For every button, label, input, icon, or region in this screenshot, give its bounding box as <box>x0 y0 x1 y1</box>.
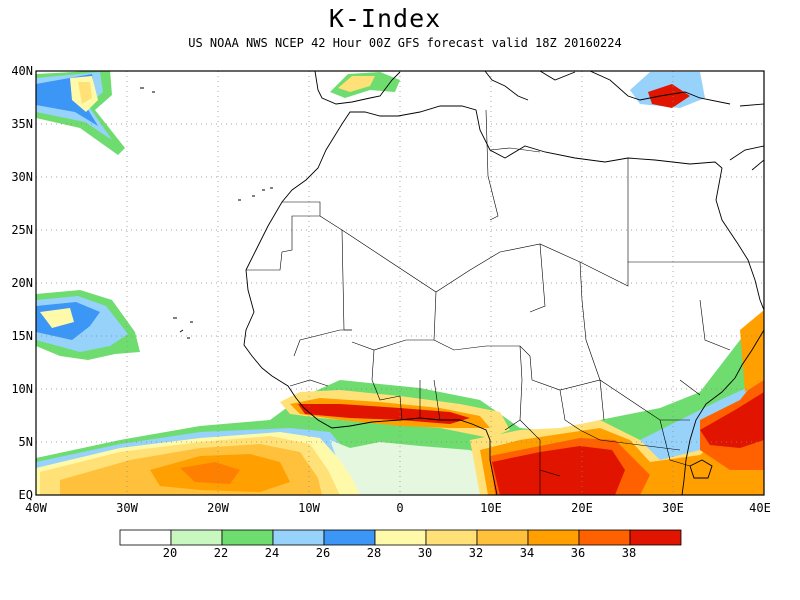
lat-label: 5N <box>19 435 33 449</box>
field-east-red <box>700 392 764 448</box>
lon-label: 40W <box>25 501 47 515</box>
colorbar-swatch <box>272 529 325 546</box>
lon-label: 20E <box>571 501 593 515</box>
colorbar-swatch <box>323 529 376 546</box>
coastlines <box>140 71 764 495</box>
map-frame <box>35 70 765 496</box>
colorbar-label: 30 <box>418 546 432 560</box>
colorbar-swatch <box>170 529 223 546</box>
lat-label: EQ <box>19 488 33 502</box>
colorbar-swatches <box>119 529 682 546</box>
colorbar-swatch <box>527 529 580 546</box>
field-south-white <box>330 440 490 495</box>
colorbar-swatch <box>425 529 478 546</box>
field-nw-gold <box>78 82 92 104</box>
colorbar-label: 28 <box>367 546 381 560</box>
colorbar-label: 20 <box>163 546 177 560</box>
lat-label: 25N <box>11 223 33 237</box>
field-med-yellow <box>338 76 375 92</box>
field-central-red <box>492 446 625 495</box>
graticule <box>36 71 764 495</box>
field-mid-yellow <box>40 308 74 328</box>
lat-label: 35N <box>11 117 33 131</box>
lon-label: 30E <box>662 501 684 515</box>
map-title: K-Index <box>328 4 442 33</box>
colorbar-swatch <box>221 529 274 546</box>
lat-label: 20N <box>11 276 33 290</box>
lat-label: 15N <box>11 329 33 343</box>
lon-label: 30W <box>116 501 138 515</box>
lat-label: 40N <box>11 64 33 78</box>
lon-label: 0 <box>396 501 403 515</box>
colorbar-swatch <box>629 529 682 546</box>
colorbar-label: 22 <box>214 546 228 560</box>
lat-label: 10N <box>11 382 33 396</box>
lon-label: 10E <box>480 501 502 515</box>
colorbar-label: 34 <box>520 546 534 560</box>
colorbar-swatch <box>119 529 172 546</box>
colorbar-label: 36 <box>571 546 585 560</box>
latitude-labels: 40N 35N 30N 25N 20N 15N 10N 5N EQ <box>11 64 33 502</box>
colorbar-swatch <box>374 529 427 546</box>
field-south-orange2 <box>180 462 240 484</box>
lon-label: 40E <box>749 501 771 515</box>
lon-label: 20W <box>207 501 229 515</box>
map-subtitle: US NOAA NWS NCEP 42 Hour 00Z GFS forecas… <box>188 36 622 50</box>
colorbar-label: 26 <box>316 546 330 560</box>
colorbar: 20 22 24 26 28 30 32 34 36 38 <box>119 529 682 560</box>
lon-label: 10W <box>298 501 320 515</box>
field-med-east-red <box>648 84 690 108</box>
lat-label: 30N <box>11 170 33 184</box>
colorbar-labels: 20 22 24 26 28 30 32 34 36 38 <box>163 546 636 560</box>
longitude-labels: 40W 30W 20W 10W 0 10E 20E 30E 40E <box>25 501 771 515</box>
colorbar-label: 32 <box>469 546 483 560</box>
colorbar-label: 38 <box>622 546 636 560</box>
colorbar-swatch <box>476 529 529 546</box>
colorbar-swatch <box>578 529 631 546</box>
country-borders <box>246 109 764 495</box>
field-east-orange <box>740 310 764 392</box>
colorbar-label: 24 <box>265 546 279 560</box>
